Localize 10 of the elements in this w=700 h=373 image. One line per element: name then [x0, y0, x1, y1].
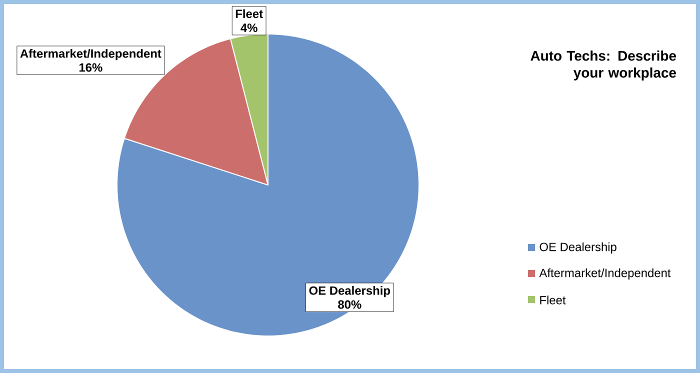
data-label: 4%: [240, 24, 258, 32]
text: Auto Techs: Describe your workplace: [530, 50, 676, 80]
legend-label: Aftermarket/Independent: [539, 268, 671, 280]
slice-label: Aftermarket/Independent: [20, 49, 162, 60]
data-label: 16%: [79, 63, 102, 72]
slice-label: OE Dealership: [309, 286, 390, 298]
slice-label: Fleet: [236, 9, 263, 18]
legend-label: OE Dealership: [540, 242, 616, 254]
legend-label: Fleet: [540, 296, 566, 304]
data-label: 80%: [338, 300, 362, 309]
